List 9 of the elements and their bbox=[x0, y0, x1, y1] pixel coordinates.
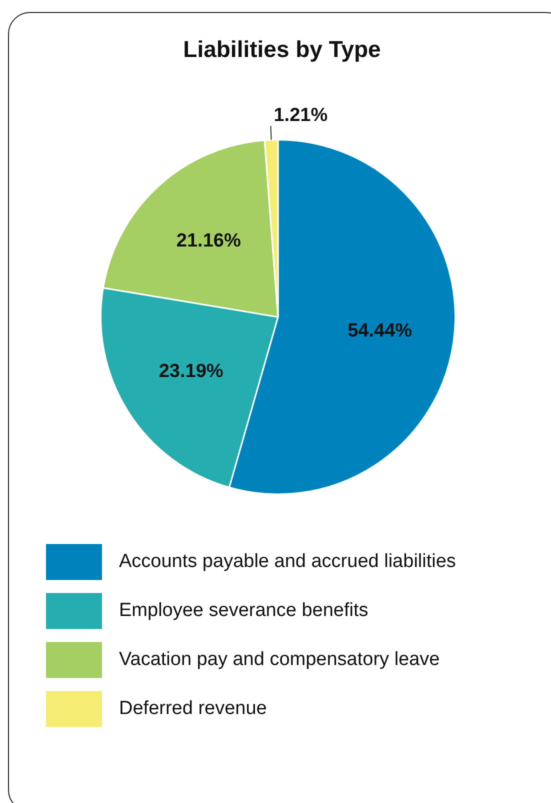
data-label: 54.44% bbox=[348, 320, 412, 342]
legend-label: Deferred revenue bbox=[119, 698, 267, 720]
legend-label: Vacation pay and compensatory leave bbox=[119, 649, 440, 671]
data-label: 1.21% bbox=[274, 105, 328, 126]
legend-label: Employee severance benefits bbox=[119, 600, 368, 622]
data-label: 23.19% bbox=[158, 361, 224, 382]
data-label: 21.16% bbox=[176, 230, 241, 252]
legend-label: Accounts payable and accrued liabilities bbox=[119, 551, 456, 573]
chart-title: Liabilities by Type bbox=[182, 36, 382, 63]
